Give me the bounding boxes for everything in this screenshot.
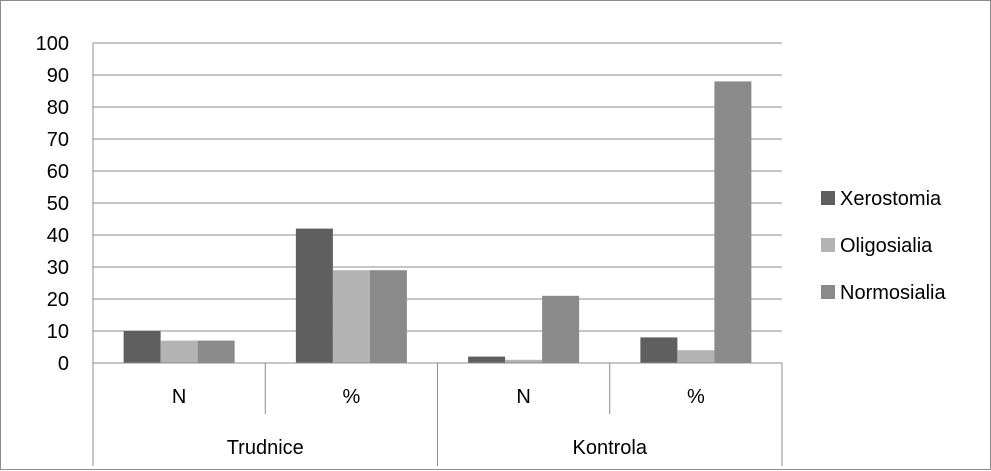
bar-normosialia-0 <box>197 340 235 363</box>
y-tick-label-80: 80 <box>47 97 69 119</box>
bar-xerostomia-2 <box>468 356 506 363</box>
legend-label-xerostomia: Xerostomia <box>840 188 942 210</box>
y-tick-label-0: 0 <box>58 353 69 375</box>
bar-xerostomia-0 <box>123 331 161 363</box>
legend-swatch-normosialia <box>821 285 835 299</box>
bar-oligosialia-0 <box>160 340 198 363</box>
group-labels: Trudnice Kontrola <box>227 437 648 459</box>
bars <box>123 81 752 364</box>
y-tick-labels: 0 10 20 30 40 50 60 70 80 90 100 <box>36 33 69 375</box>
category-label-0: N <box>172 386 186 408</box>
group-label-trudnice: Trudnice <box>227 437 304 459</box>
series-normosialia <box>197 81 752 364</box>
legend-label-oligosialia: Oligosialia <box>840 235 933 257</box>
legend-label-normosialia: Normosialia <box>840 282 946 304</box>
y-tick-label-60: 60 <box>47 161 69 183</box>
y-tick-label-20: 20 <box>47 289 69 311</box>
bar-normosialia-2 <box>542 295 580 363</box>
series-oligosialia <box>160 270 715 363</box>
y-tick-label-40: 40 <box>47 225 69 247</box>
y-tick-label-100: 100 <box>36 33 69 55</box>
bar-normosialia-3 <box>714 81 752 364</box>
category-label-3: % <box>687 386 705 408</box>
y-tick-label-70: 70 <box>47 129 69 151</box>
legend: Xerostomia Oligosialia Normosialia <box>821 188 946 304</box>
category-labels: N% N% <box>172 386 705 408</box>
bar-xerostomia-1 <box>295 228 333 363</box>
y-tick-label-50: 50 <box>47 193 69 215</box>
group-label-kontrola: Kontrola <box>573 437 648 459</box>
bar-xerostomia-3 <box>640 337 678 363</box>
y-tick-label-90: 90 <box>47 65 69 87</box>
category-label-2: N <box>516 386 530 408</box>
bar-oligosialia-3 <box>677 350 715 363</box>
legend-swatch-oligosialia <box>821 238 835 252</box>
category-label-1: % <box>342 386 360 408</box>
bar-oligosialia-1 <box>332 270 370 363</box>
category-separators <box>92 363 783 466</box>
y-tick-label-10: 10 <box>47 321 69 343</box>
gridlines <box>93 42 782 364</box>
bar-oligosialia-2 <box>505 359 543 363</box>
y-tick-label-30: 30 <box>47 257 69 279</box>
series-xerostomia <box>123 228 678 363</box>
bar-normosialia-1 <box>369 270 407 363</box>
legend-swatch-xerostomia <box>821 191 835 205</box>
